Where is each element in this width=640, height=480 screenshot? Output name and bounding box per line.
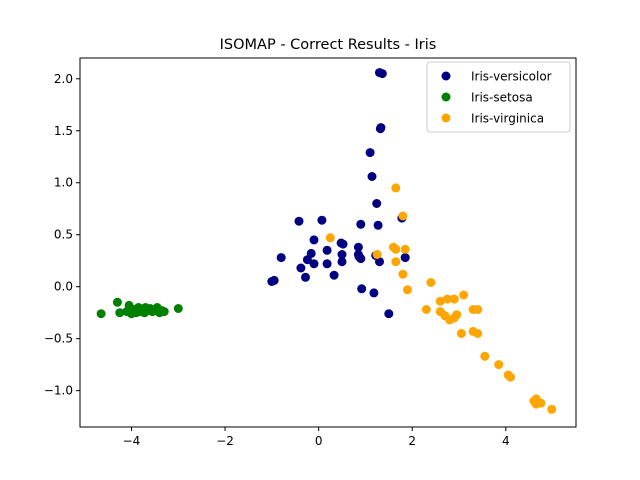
data-point [375, 124, 385, 134]
data-point [276, 253, 286, 263]
data-point [322, 259, 332, 269]
data-point [353, 242, 363, 252]
data-point [325, 233, 335, 243]
chart-title: ISOMAP - Correct Results - Iris [220, 37, 437, 53]
plot-frame [79, 57, 577, 428]
data-point [452, 310, 462, 320]
y-tick-label: 1.0 [54, 176, 73, 190]
data-point [442, 294, 452, 304]
data-point [391, 244, 401, 254]
y-tick-label: 0.0 [54, 280, 73, 294]
data-point [338, 239, 348, 249]
data-point [391, 183, 401, 193]
y-axis: −1.0 −0.5 0.0 0.5 1.0 1.5 2.0 [44, 72, 80, 398]
legend-box [426, 61, 571, 133]
data-point [473, 305, 483, 314]
data-point [367, 172, 377, 181]
legend-label: Iris-setosa [471, 91, 533, 105]
legend-marker [441, 71, 451, 81]
series-1 [96, 297, 183, 319]
data-point [400, 244, 410, 254]
data-point [384, 309, 394, 319]
x-tick-label: −4 [123, 434, 141, 448]
data-point [301, 272, 310, 282]
y-tick-label: 2.0 [54, 72, 73, 86]
data-point [421, 305, 431, 314]
data-point [398, 269, 408, 279]
data-point [372, 199, 382, 208]
data-point [329, 270, 339, 280]
data-point [294, 216, 304, 226]
data-point [357, 284, 367, 294]
data-point [112, 297, 122, 307]
data-point [309, 259, 319, 269]
y-tick-label: 1.5 [54, 124, 73, 138]
data-point [426, 278, 436, 287]
legend-label: Iris-virginica [471, 112, 544, 126]
legend-marker [441, 92, 451, 102]
data-point [96, 309, 106, 319]
data-point [403, 285, 412, 295]
data-point [337, 257, 347, 267]
x-axis: −4 −2 0 2 4 [123, 427, 510, 448]
data-point [506, 372, 515, 382]
data-point [480, 351, 490, 361]
data-point [435, 296, 445, 306]
data-point [375, 257, 384, 267]
data-point [173, 304, 183, 313]
data-point [531, 399, 541, 409]
data-point [337, 250, 347, 259]
data-point [115, 308, 125, 318]
data-point [494, 360, 504, 370]
data-point [302, 255, 312, 265]
x-tick-label: 4 [502, 434, 510, 448]
data-point [159, 307, 169, 317]
points-layer [96, 68, 557, 414]
data-point [449, 294, 459, 304]
x-tick-label: 2 [408, 434, 416, 448]
data-point [322, 245, 332, 255]
data-point [309, 235, 319, 245]
data-point [373, 220, 383, 230]
data-point [547, 404, 557, 414]
legend: Iris-versicolor Iris-setosa Iris-virginica [426, 61, 571, 133]
data-point [372, 250, 382, 259]
x-tick-label: −2 [216, 434, 234, 448]
legend-marker [441, 113, 451, 123]
data-point [365, 148, 375, 158]
data-point [356, 254, 366, 264]
data-point [356, 219, 366, 229]
x-tick-label: 0 [315, 434, 323, 448]
data-point [377, 69, 387, 79]
data-point [317, 215, 327, 225]
data-point [269, 275, 279, 285]
legend-label: Iris-versicolor [471, 70, 552, 84]
data-point [459, 290, 469, 300]
y-tick-label: −1.0 [44, 384, 73, 398]
data-point [400, 253, 410, 263]
data-point [391, 257, 401, 267]
series-2 [325, 183, 557, 414]
data-point [369, 288, 379, 298]
data-point [296, 263, 306, 273]
data-point [456, 329, 466, 338]
y-tick-label: 0.5 [54, 228, 73, 242]
data-point [398, 211, 408, 221]
data-point [473, 329, 483, 338]
y-tick-label: −0.5 [44, 332, 73, 346]
